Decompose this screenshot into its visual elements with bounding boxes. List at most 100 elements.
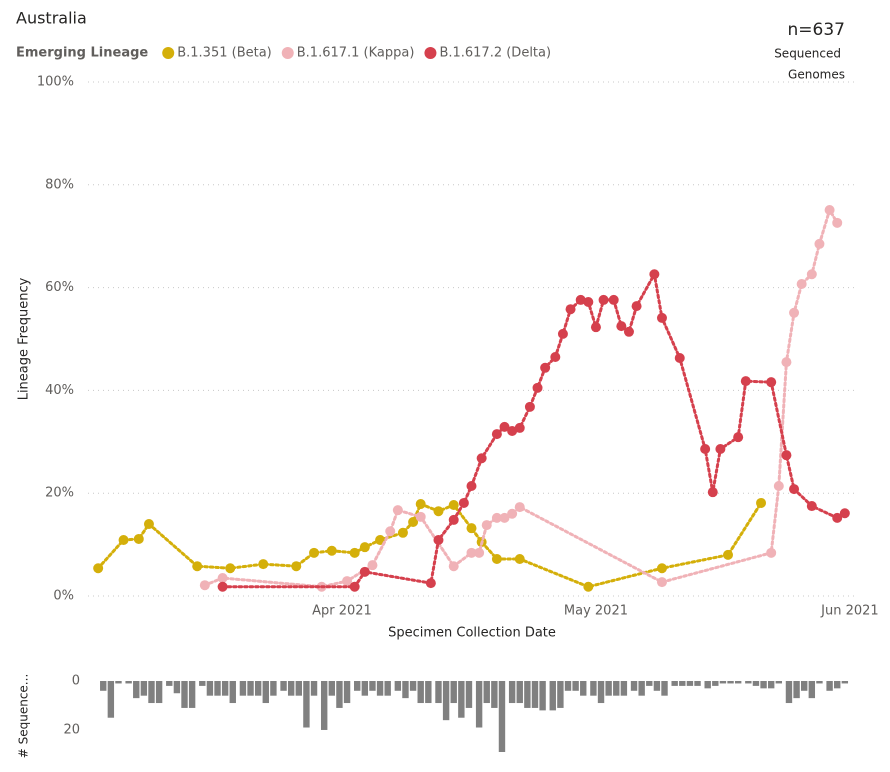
data-point <box>448 514 459 525</box>
data-point <box>499 421 510 432</box>
bar <box>597 681 605 704</box>
bar <box>564 681 572 691</box>
bar <box>775 681 783 684</box>
data-point <box>367 560 378 571</box>
bar <box>239 681 247 696</box>
data-point <box>656 563 667 574</box>
bar <box>679 681 686 686</box>
data-point <box>583 296 594 307</box>
data-point <box>481 520 492 531</box>
data-point <box>217 581 228 592</box>
legend-label: B.1.617.1 (Kappa) <box>297 46 415 61</box>
data-point <box>217 573 228 584</box>
y-axis-label: Lineage Frequency <box>17 277 32 400</box>
bar <box>638 681 645 696</box>
bar <box>630 681 638 691</box>
data-point <box>608 294 619 305</box>
bar <box>133 681 140 699</box>
bar <box>816 681 823 684</box>
bar <box>115 681 122 684</box>
bar <box>450 681 457 704</box>
bar <box>801 681 808 691</box>
bar <box>539 681 546 711</box>
bar <box>140 681 148 696</box>
bar <box>199 681 206 686</box>
data-point <box>789 484 800 495</box>
data-point <box>309 547 320 558</box>
bar <box>181 681 188 708</box>
data-point <box>415 498 426 509</box>
bar <box>549 681 556 711</box>
bar <box>465 681 473 708</box>
legend-label: B.1.351 (Beta) <box>177 46 272 61</box>
data-point <box>700 443 711 454</box>
bar <box>369 681 376 691</box>
legend-marker <box>424 47 437 59</box>
data-point <box>806 501 817 512</box>
data-point <box>466 547 477 558</box>
bar <box>262 681 269 704</box>
data-point <box>616 321 627 332</box>
data-point <box>550 351 561 362</box>
annotation: Sequenced <box>774 47 841 61</box>
bar <box>671 681 678 686</box>
legend-label: B.1.617.2 (Delta) <box>439 46 551 61</box>
bar <box>221 681 229 696</box>
data-point <box>557 328 568 339</box>
data-point <box>258 559 269 570</box>
bar <box>613 681 620 696</box>
bar <box>280 681 287 691</box>
data-point <box>466 481 477 492</box>
data-point <box>789 307 800 318</box>
bar <box>148 681 155 704</box>
bar <box>287 681 295 696</box>
bar <box>435 681 442 704</box>
data-point <box>458 497 469 508</box>
bar <box>580 681 587 696</box>
bar <box>125 681 132 684</box>
data-point <box>756 497 767 508</box>
bar <box>712 681 719 686</box>
bar <box>590 681 597 696</box>
bar <box>328 681 336 696</box>
bar <box>841 681 849 684</box>
data-point <box>133 533 144 544</box>
data-point <box>623 326 634 337</box>
y-tick-label: 0% <box>53 589 74 604</box>
data-point <box>773 481 784 492</box>
y-tick-label: 20 <box>63 722 80 737</box>
data-point <box>781 357 792 368</box>
bar <box>686 681 694 686</box>
data-point <box>723 549 734 560</box>
y-axis-label: # Sequence... <box>17 674 31 759</box>
bar <box>491 681 498 708</box>
data-point <box>433 506 444 517</box>
data-point <box>806 269 817 280</box>
bar <box>409 681 417 691</box>
legend-marker <box>281 47 294 59</box>
data-point <box>514 553 525 564</box>
data-point <box>491 553 502 564</box>
bar <box>206 681 214 696</box>
bar <box>229 681 236 704</box>
bar <box>745 681 752 684</box>
data-point <box>814 238 825 249</box>
data-point <box>143 519 154 530</box>
data-point <box>474 547 485 558</box>
bar <box>760 681 767 689</box>
data-point <box>385 526 396 537</box>
bar <box>483 681 490 704</box>
bar <box>425 681 432 704</box>
bar <box>508 681 516 704</box>
data-point <box>433 534 444 545</box>
bar <box>376 681 384 696</box>
data-point <box>392 505 403 516</box>
data-point <box>656 312 667 323</box>
data-point <box>707 487 718 498</box>
y-tick-label: 40% <box>45 383 74 398</box>
data-point <box>491 429 502 440</box>
data-point <box>93 563 104 574</box>
y-tick-label: 100% <box>37 75 74 90</box>
y-tick-label: 60% <box>45 280 74 295</box>
